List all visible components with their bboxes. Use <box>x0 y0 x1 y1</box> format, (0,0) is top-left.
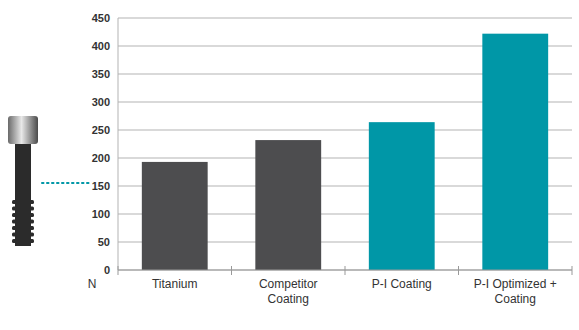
category-label-line: Coating <box>268 292 309 306</box>
x-tick <box>231 266 232 275</box>
y-axis <box>118 18 119 270</box>
tick-label: 50 <box>98 236 110 248</box>
axis-label: N <box>88 277 97 291</box>
tick-label: 400 <box>92 40 110 52</box>
category-label-line: Coating <box>495 292 536 306</box>
category-label: Titanium <box>152 277 198 291</box>
screw-shank <box>15 144 31 198</box>
category-label-line: P-I Optimized + <box>474 277 557 291</box>
bar <box>142 162 208 270</box>
bar <box>255 140 321 270</box>
tick-label: 350 <box>92 68 110 80</box>
screw-core <box>15 198 31 246</box>
tick-label: 150 <box>92 180 110 192</box>
dotted-leader <box>42 182 92 184</box>
tick-label: 0 <box>104 264 110 276</box>
x-tick <box>118 266 119 275</box>
category-label: P-I Optimized +Coating <box>474 277 557 306</box>
x-tick <box>458 266 459 275</box>
x-tick <box>572 266 573 275</box>
screw-icon <box>8 116 92 246</box>
chart: 0 50 100 150 200 250 300 350 400 450 Titanium Compe… <box>0 0 579 330</box>
category-label-line: Competitor <box>259 277 318 291</box>
category-label-line: P-I Coating <box>372 277 432 291</box>
tick-label: 200 <box>92 152 110 164</box>
bar <box>369 122 435 270</box>
x-tick <box>345 266 346 275</box>
tick-label: 100 <box>92 208 110 220</box>
category-label-line: Titanium <box>152 277 198 291</box>
tick-label: 250 <box>92 124 110 136</box>
bar <box>482 34 548 270</box>
category-label: P-I Coating <box>372 277 432 291</box>
category-label: CompetitorCoating <box>259 277 318 306</box>
screw-head <box>8 116 38 144</box>
grid-line <box>118 18 572 19</box>
tick-label: 300 <box>92 96 110 108</box>
tick-label: 450 <box>92 12 110 24</box>
